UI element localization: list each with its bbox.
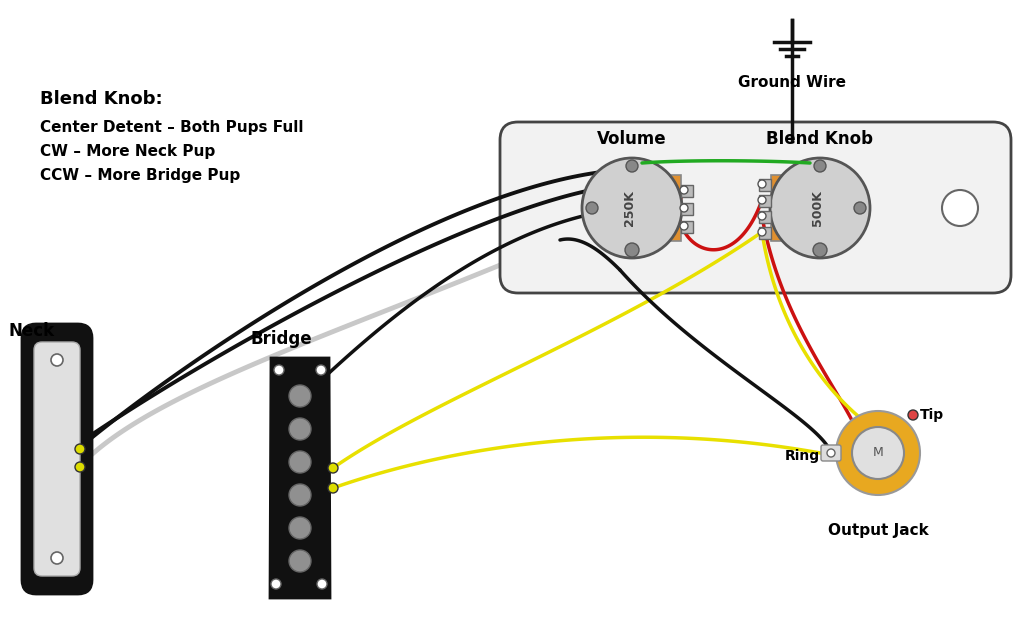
Text: Bridge: Bridge: [250, 330, 311, 348]
Circle shape: [289, 451, 311, 473]
Circle shape: [680, 222, 688, 230]
FancyBboxPatch shape: [759, 211, 771, 223]
Circle shape: [758, 228, 766, 236]
Circle shape: [813, 243, 827, 257]
Text: Center Detent – Both Pups Full: Center Detent – Both Pups Full: [40, 120, 303, 135]
Circle shape: [836, 411, 920, 495]
FancyBboxPatch shape: [22, 324, 92, 594]
Polygon shape: [270, 358, 330, 598]
Circle shape: [289, 418, 311, 440]
Text: Blend Knob:: Blend Knob:: [40, 90, 163, 108]
Circle shape: [274, 365, 284, 375]
Circle shape: [814, 160, 826, 172]
Text: Volume: Volume: [597, 130, 667, 148]
Text: 250K: 250K: [623, 190, 636, 226]
Circle shape: [626, 160, 638, 172]
FancyBboxPatch shape: [500, 122, 1011, 293]
Circle shape: [680, 204, 688, 212]
Circle shape: [770, 158, 870, 258]
Circle shape: [51, 552, 63, 564]
FancyBboxPatch shape: [771, 175, 819, 241]
FancyBboxPatch shape: [681, 203, 693, 215]
Circle shape: [586, 202, 598, 214]
Circle shape: [328, 483, 338, 493]
Text: Ring: Ring: [784, 449, 820, 463]
Circle shape: [827, 449, 835, 457]
Text: Ground Wire: Ground Wire: [738, 75, 846, 90]
FancyBboxPatch shape: [759, 195, 771, 207]
Text: Tip: Tip: [920, 408, 944, 422]
Circle shape: [854, 202, 866, 214]
Circle shape: [852, 427, 904, 479]
Circle shape: [908, 410, 918, 420]
Circle shape: [328, 463, 338, 473]
FancyBboxPatch shape: [759, 227, 771, 239]
Circle shape: [582, 158, 682, 258]
FancyBboxPatch shape: [681, 185, 693, 197]
Text: M: M: [872, 447, 884, 459]
Text: 500K: 500K: [811, 190, 823, 226]
Circle shape: [942, 190, 978, 226]
Text: Neck: Neck: [8, 322, 54, 340]
Text: CW – More Neck Pup: CW – More Neck Pup: [40, 144, 215, 159]
FancyBboxPatch shape: [633, 175, 681, 241]
Circle shape: [289, 550, 311, 572]
Circle shape: [317, 579, 327, 589]
Circle shape: [289, 484, 311, 506]
Circle shape: [316, 365, 326, 375]
Text: CCW – More Bridge Pup: CCW – More Bridge Pup: [40, 168, 241, 183]
Circle shape: [289, 517, 311, 539]
Circle shape: [758, 180, 766, 188]
Text: Output Jack: Output Jack: [827, 523, 929, 538]
Circle shape: [289, 385, 311, 407]
Circle shape: [680, 186, 688, 194]
Circle shape: [271, 579, 281, 589]
Circle shape: [758, 196, 766, 204]
FancyBboxPatch shape: [821, 445, 841, 461]
Circle shape: [758, 212, 766, 220]
FancyBboxPatch shape: [34, 342, 80, 576]
FancyBboxPatch shape: [681, 221, 693, 233]
Circle shape: [51, 354, 63, 366]
Text: Blend Knob: Blend Knob: [767, 130, 873, 148]
Circle shape: [625, 243, 639, 257]
Circle shape: [75, 462, 85, 472]
Circle shape: [75, 444, 85, 454]
FancyBboxPatch shape: [759, 179, 771, 191]
